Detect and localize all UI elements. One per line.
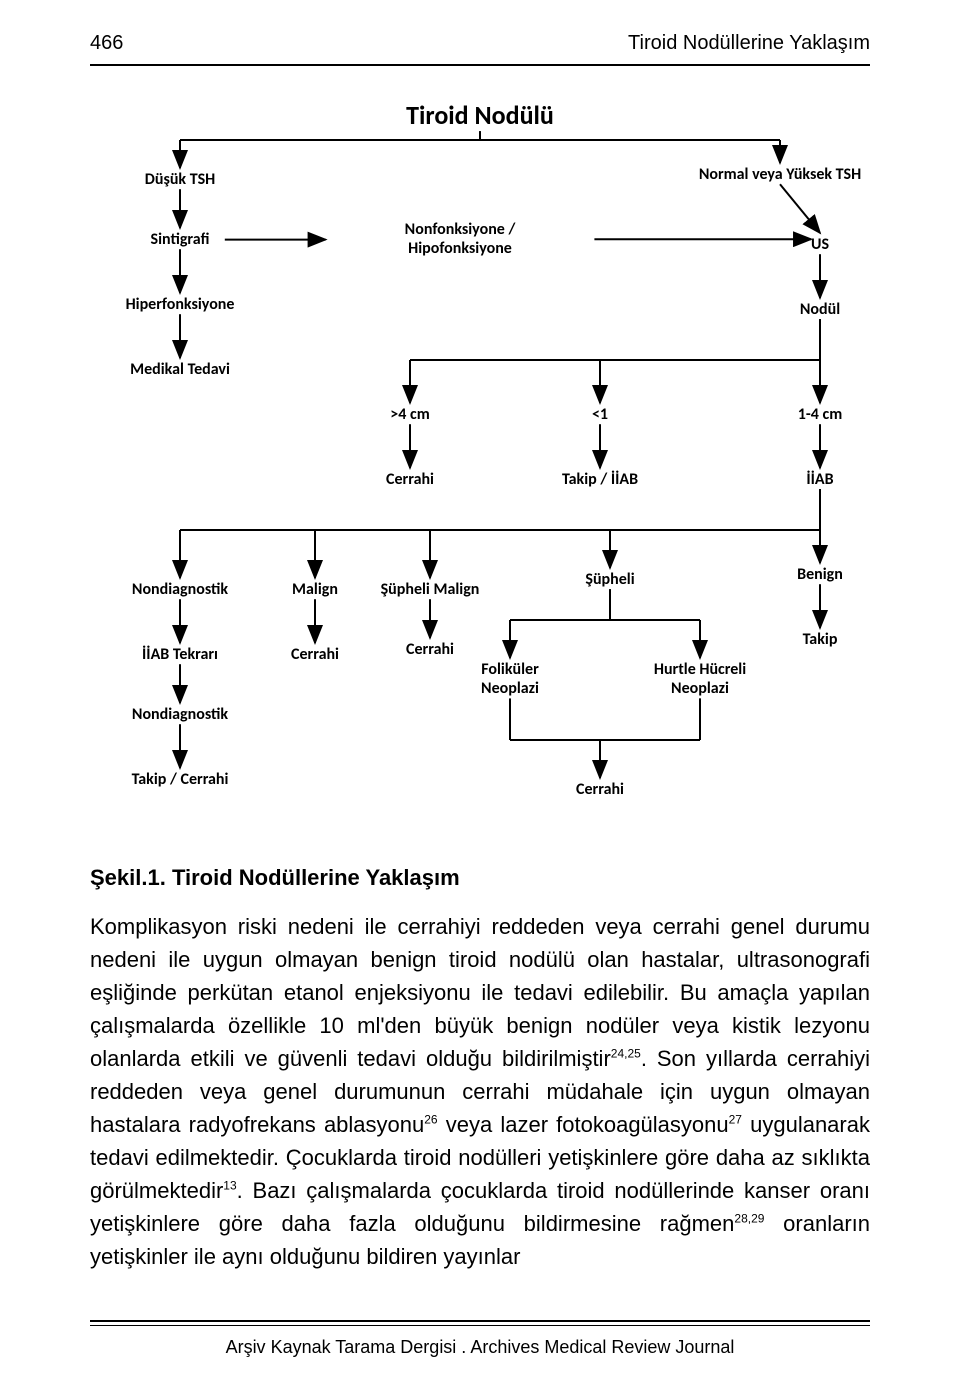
flowchart-node-takip: Takip [803,630,838,649]
running-title: Tiroid Nodüllerine Yaklaşım [628,32,870,55]
flowchart-node-hurtle: Hurtle HücreliNeoplazi [654,660,746,698]
flowchart-node-lt1: <1 [592,405,608,424]
flowchart-node-us: US [811,235,829,254]
flowchart-node-low_tsh: Düşük TSH [145,170,215,189]
page-number: 466 [90,32,123,55]
figure-caption: Şekil.1. Tiroid Nodüllerine Yaklaşım [90,865,460,891]
header-rule [90,64,870,66]
flowchart-node-malign: Malign [292,580,338,599]
flowchart-node-cerrahi3: Cerrahi [406,640,454,659]
citation-superscript: 13 [223,1179,236,1193]
flowchart-node-sup_malign: Şüpheli Malign [381,580,480,599]
flowchart-node-norm_tsh: Normal veya Yüksek TSH [699,165,861,184]
flowchart-node-root: Tiroid Nodülü [406,100,554,131]
flowchart-node-cerrahi1: Cerrahi [386,470,434,489]
flowchart-node-cerrahi4: Cerrahi [576,780,624,799]
flowchart-node-folikuler: FolikülerNeoplazi [481,660,539,698]
flowchart-node-takip_iiab: Takip / İİAB [562,470,638,489]
flowchart-node-nonfonk: Nonfonksiyone /Hipofonksiyone [405,220,516,258]
citation-superscript: 28,29 [734,1212,764,1226]
flowchart-node-takip_cerr: Takip / Cerrahi [132,770,229,789]
flowchart-node-sintigrafi: Sintigrafi [151,230,210,249]
citation-superscript: 26 [424,1113,437,1127]
flowchart-node-gt4: >4 cm [390,405,429,424]
flowchart-node-cerrahi2: Cerrahi [291,645,339,664]
flowchart-node-iiab: İİAB [806,470,833,489]
flowchart-node-nondiag2: Nondiagnostik [132,705,228,724]
flowchart-node-benign: Benign [797,565,843,584]
page: 466 Tiroid Nodüllerine Yaklaşım Tiroid N… [0,0,960,1396]
footer-text: Arşiv Kaynak Tarama Dergisi . Archives M… [90,1337,870,1358]
flowchart-node-medikal: Medikal Tedavi [130,360,230,379]
citation-superscript: 24,25 [611,1047,641,1061]
flowchart-node-nondiag: Nondiagnostik [132,580,228,599]
flowchart-node-nodul: Nodül [800,300,840,319]
body-paragraph: Komplikasyon riski nedeni ile cerrahiyi … [90,910,870,1273]
footer-rule [90,1320,870,1326]
flowchart-node-iiab_tekrar: İİAB Tekrarı [142,645,218,664]
flowchart-node-supheli: Şüpheli [585,570,634,589]
flowchart-node-r14: 1-4 cm [798,405,842,424]
citation-superscript: 27 [729,1113,742,1127]
flowchart-diagram: Tiroid Nodülü Düşük TSH Normal veya Yüksek… [80,100,880,820]
flowchart-node-hiperfonk: Hiperfonksiyone [126,295,235,314]
